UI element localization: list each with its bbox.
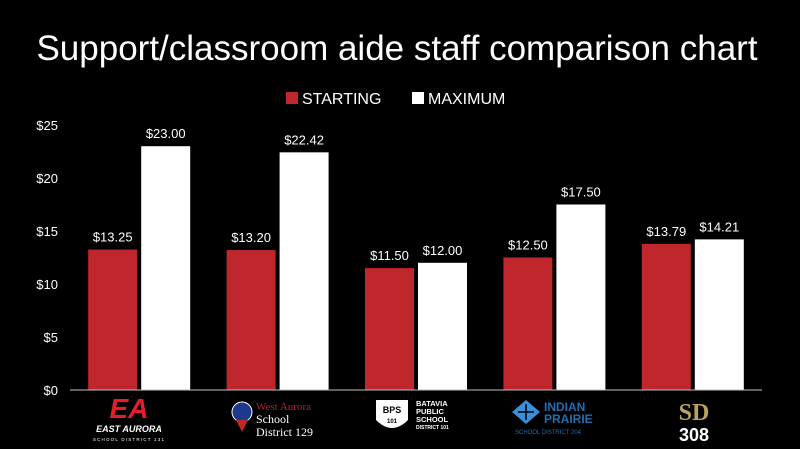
- sd308-line-2: 308: [679, 425, 709, 445]
- logo-sd308: SD 308: [679, 400, 710, 445]
- data-label-maximum-2: $12.00: [423, 243, 463, 258]
- y-tick-label: $5: [44, 330, 58, 345]
- legend-swatch-maximum: [412, 92, 424, 104]
- ea-logo-name: EAST AURORA: [96, 424, 162, 434]
- batavia-line-2: PUBLIC: [416, 407, 445, 416]
- legend: STARTING MAXIMUM: [286, 91, 505, 108]
- y-axis: $0 $5 $10 $15 $20 $25: [36, 118, 58, 398]
- west-aurora-line-1: West Aurora: [256, 401, 311, 413]
- bar-maximum-0: [141, 146, 191, 390]
- west-aurora-feather-icon: [236, 420, 248, 432]
- y-tick-label: $15: [36, 224, 58, 239]
- y-tick-label: $0: [44, 383, 58, 398]
- y-tick-label: $10: [36, 277, 58, 292]
- batavia-shield-icon: [376, 400, 408, 428]
- data-label-starting-3: $12.50: [508, 238, 548, 253]
- data-label-maximum-4: $14.21: [699, 219, 739, 234]
- bar-labels: $13.25 $13.20 $11.50 $12.50 $13.79 $23.00 $22.…: [93, 126, 739, 263]
- bar-starting-1: [226, 250, 276, 390]
- legend-label-maximum: MAXIMUM: [428, 91, 505, 108]
- west-aurora-line-3: District 129: [256, 425, 313, 439]
- indian-prairie-line-3: SCHOOL DISTRICT 204: [515, 430, 582, 436]
- logo-indian-prairie: INDIAN PRAIRIE SCHOOL DISTRICT 204: [512, 400, 593, 436]
- west-aurora-seal-icon: [231, 401, 253, 423]
- bar-maximum-4: [694, 239, 744, 390]
- bar-maximum-3: [556, 204, 606, 390]
- batavia-shield-bottom: 101: [387, 419, 398, 425]
- sd308-line-1: SD: [679, 400, 710, 426]
- bar-maximum-2: [418, 262, 467, 390]
- batavia-line-3: SCHOOL: [416, 415, 449, 424]
- data-label-maximum-1: $22.42: [284, 132, 324, 147]
- logo-west-aurora: West Aurora School District 129: [231, 401, 313, 439]
- indian-prairie-line-1: INDIAN: [544, 400, 585, 414]
- data-label-maximum-0: $23.00: [146, 126, 186, 141]
- bars: [88, 146, 744, 390]
- legend-label-starting: STARTING: [302, 91, 381, 108]
- bar-starting-0: [88, 249, 138, 390]
- chart-title: Support/classroom aide staff comparison …: [36, 29, 757, 68]
- ea-logo-mark: EA: [110, 393, 149, 424]
- data-label-starting-1: $13.20: [231, 230, 271, 245]
- data-label-starting-4: $13.79: [646, 224, 686, 239]
- bar-starting-4: [641, 243, 691, 390]
- bar-starting-3: [503, 257, 553, 390]
- data-label-starting-2: $11.50: [370, 248, 409, 263]
- data-label-starting-0: $13.25: [93, 230, 133, 245]
- bar-maximum-1: [279, 152, 329, 390]
- legend-swatch-starting: [286, 92, 298, 104]
- y-tick-label: $20: [36, 171, 58, 186]
- bar-starting-2: [365, 268, 414, 390]
- batavia-line-4: DISTRICT 101: [416, 425, 449, 431]
- data-label-maximum-3: $17.50: [561, 185, 601, 200]
- logo-batavia: BPS 101 BATAVIA PUBLIC SCHOOL DISTRICT 1…: [376, 399, 449, 431]
- logo-east-aurora: EA EAST AURORA SCHOOL DISTRICT 131: [93, 393, 165, 442]
- indian-prairie-leaf-detail: [518, 404, 534, 420]
- ea-logo-sub: SCHOOL DISTRICT 131: [93, 437, 165, 442]
- indian-prairie-line-2: PRAIRIE: [544, 412, 593, 426]
- y-tick-label: $25: [36, 118, 58, 133]
- batavia-shield-top: BPS: [383, 405, 402, 415]
- west-aurora-line-2: School: [256, 412, 290, 426]
- batavia-line-1: BATAVIA: [416, 399, 448, 408]
